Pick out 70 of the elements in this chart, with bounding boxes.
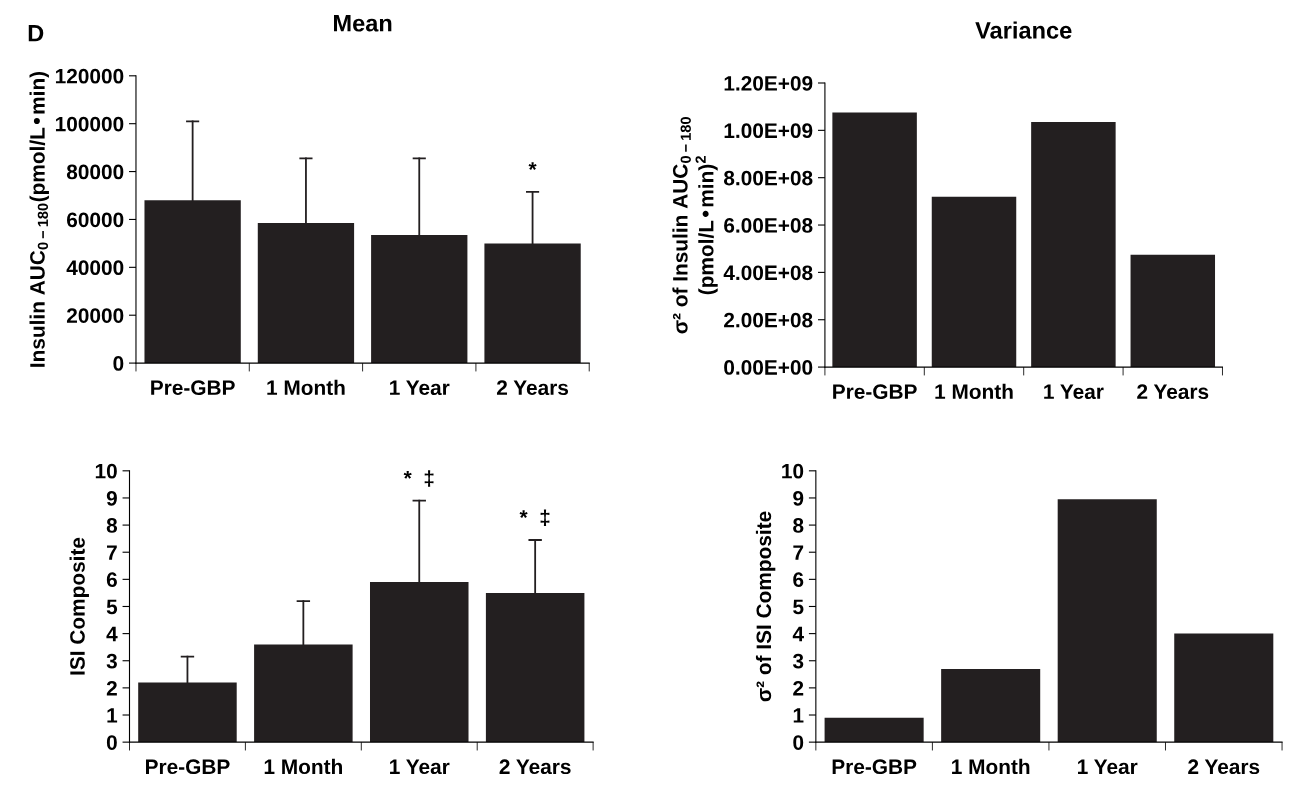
y-tick-label: 6.00E+08 <box>724 218 813 233</box>
y-tick-label: 2.00E+08 <box>724 312 813 328</box>
y-tick-label: 0.00E+00 <box>724 360 813 375</box>
y-tick-label: 8 <box>793 518 804 533</box>
y-tick-label: 8 <box>106 518 118 533</box>
bar <box>941 668 1041 743</box>
bar <box>832 112 917 368</box>
y-tick-label: 9 <box>106 490 117 506</box>
y-tick-label: 8.00E+08 <box>723 170 813 186</box>
y-tick-label: 5 <box>106 599 118 615</box>
y-tick-label: 100000 <box>55 116 124 132</box>
y-tick-label: 3 <box>106 653 117 669</box>
y-tick-label: 7 <box>793 545 804 560</box>
y-axis-title: σ² of Insulin AUC$_{0−180}$ (pmol/L•min)$^{2}$ <box>672 117 718 334</box>
y-tick-label: 2 <box>106 680 117 696</box>
chart-title: Variance <box>975 21 1072 39</box>
x-tick-label: Pre-GBP <box>151 380 235 396</box>
y-tick-label: 4 <box>792 626 804 642</box>
y-tick-label: 0 <box>793 735 804 750</box>
bar <box>1031 122 1116 368</box>
y-tick-label: 60000 <box>67 212 124 228</box>
y-tick-label: 0 <box>106 735 117 750</box>
y-tick-label: 40000 <box>66 260 124 276</box>
x-tick-label: 2 Years <box>1188 759 1260 775</box>
bar <box>1130 254 1216 368</box>
y-tick-label: 1 <box>793 708 804 723</box>
x-tick-label: 1 Year <box>390 380 450 396</box>
y-tick-label: 120000 <box>55 68 124 84</box>
y-tick-label: 5 <box>793 599 804 615</box>
x-tick-label: 1 Month <box>264 758 342 775</box>
x-tick-label: 1 Year <box>390 759 450 775</box>
x-tick-label: 1 Year <box>1044 384 1104 400</box>
x-tick-label: 1 Month <box>952 758 1030 775</box>
annotation: * <box>528 162 537 170</box>
y-tick-label: 1.00E+09 <box>724 123 813 139</box>
y-tick-label: 4.00E+08 <box>723 265 813 281</box>
bar <box>1057 499 1157 743</box>
y-tick-label: 7 <box>107 545 117 560</box>
x-tick-label: 1 Month <box>267 379 345 396</box>
chart-title: Mean <box>334 15 392 32</box>
bar <box>931 196 1017 368</box>
y-tick-label: 0 <box>113 356 124 371</box>
y-tick-label: 6 <box>106 572 117 588</box>
y-tick-label: 6 <box>793 572 804 588</box>
annotation: * ‡ <box>519 509 550 527</box>
x-tick-label: 2 Years <box>496 380 569 396</box>
y-tick-label: 1.20E+09 <box>724 75 813 91</box>
x-tick-label: 1 Year <box>1078 759 1138 775</box>
bar <box>824 717 924 743</box>
annotation: * ‡ <box>403 470 434 487</box>
x-tick-label: 2 Years <box>1137 384 1209 400</box>
x-tick-label: Pre-GBP <box>833 384 917 400</box>
y-tick-label: 2 <box>793 680 804 696</box>
bar <box>1174 633 1274 743</box>
x-tick-label: 2 Years <box>499 759 571 775</box>
x-tick-label: 1 Month <box>935 383 1013 400</box>
y-tick-label: 3 <box>792 653 804 669</box>
y-axis-title: σ² of ISI Composite <box>755 511 776 702</box>
y-tick-label: 20000 <box>66 308 124 323</box>
y-tick-label: 1 <box>107 708 118 723</box>
x-tick-label: Pre-GBP <box>146 759 230 775</box>
y-tick-label: 4 <box>106 626 118 642</box>
y-axis-title: Insulin AUC$_{0−180}$(pmol/L•min) <box>29 71 49 367</box>
text: D <box>28 25 44 42</box>
x-tick-label: Pre-GBP <box>832 759 917 775</box>
y-tick-label: 80000 <box>66 164 124 180</box>
y-tick-label: 9 <box>793 490 804 506</box>
y-tick-label: 10 <box>782 463 804 479</box>
y-axis-title: ISI Composite <box>69 537 89 675</box>
y-tick-label: 10 <box>95 463 117 479</box>
